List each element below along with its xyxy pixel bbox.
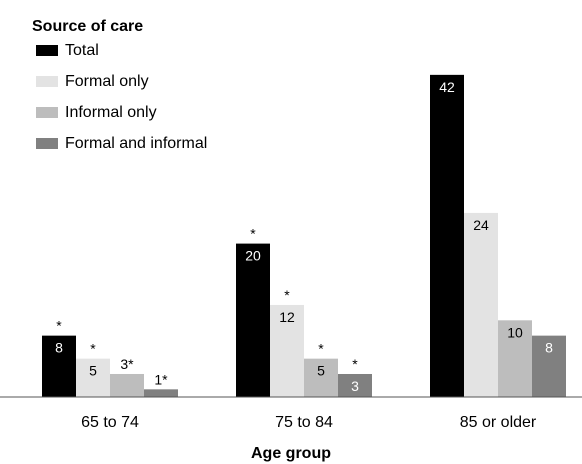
legend-title: Source of care (32, 18, 143, 35)
bar-85-or-older-total (430, 74, 464, 398)
significance-marker-65-to-74-formal-only: * (90, 341, 96, 357)
value-label-65-to-74-formal-only: 5 (89, 363, 97, 379)
value-label-75-to-84-formal-and-informal: 3 (351, 378, 359, 394)
value-label-75-to-84-informal-only: 5 (317, 363, 325, 379)
x-tick-label-65-to-74: 65 to 74 (81, 414, 139, 431)
value-label-65-to-74-informal-only: 3* (120, 356, 134, 372)
value-label-65-to-74-formal-and-informal: 1* (154, 371, 168, 387)
legend-label-total: Total (65, 42, 99, 59)
bar-65-to-74-informal-only (110, 373, 144, 397)
significance-marker-75-to-84-total: * (250, 226, 256, 242)
significance-marker-75-to-84-informal-only: * (318, 341, 324, 357)
bar-65-to-74-formal-only (76, 358, 110, 397)
bar-75-to-84-informal-only (304, 358, 338, 397)
legend-swatch-formal-only (36, 76, 58, 87)
bar-65-to-74-formal-and-informal (144, 389, 178, 397)
x-tick-label-85-or-older: 85 or older (460, 414, 537, 431)
bar-85-or-older-formal-only (464, 212, 498, 397)
value-label-75-to-84-total: 20 (245, 248, 261, 264)
value-label-85-or-older-formal-only: 24 (473, 217, 489, 233)
legend-label-formal-only: Formal only (65, 73, 149, 90)
legend-swatch-formal-and-informal (36, 138, 58, 149)
bar-85-or-older-formal-and-informal (532, 335, 566, 397)
value-label-85-or-older-total: 42 (439, 79, 455, 95)
bar-65-to-74-total (42, 335, 76, 397)
value-label-85-or-older-informal-only: 10 (507, 324, 523, 340)
legend: Source of care Total Formal only Informal … (32, 18, 207, 152)
legend-label-formal-and-informal: Formal and informal (65, 135, 207, 152)
value-label-75-to-84-formal-only: 12 (279, 309, 295, 325)
value-label-85-or-older-formal-and-informal: 8 (545, 340, 553, 356)
legend-label-informal-only: Informal only (65, 104, 157, 121)
x-axis-title: Age group (251, 445, 331, 462)
significance-marker-75-to-84-formal-and-informal: * (352, 356, 358, 372)
x-tick-labels: 65 to 74 75 to 84 85 or older (81, 414, 537, 431)
bar-75-to-84-total (236, 243, 270, 397)
legend-swatch-total (36, 45, 58, 56)
significance-marker-65-to-74-total: * (56, 318, 62, 334)
significance-marker-75-to-84-formal-only: * (284, 287, 290, 303)
x-tick-label-75-to-84: 75 to 84 (275, 414, 333, 431)
bar-75-to-84-formal-and-informal (338, 373, 372, 397)
legend-swatch-informal-only (36, 107, 58, 118)
bar-85-or-older-informal-only (498, 320, 532, 397)
value-label-65-to-74-total: 8 (55, 340, 63, 356)
bar-75-to-84-formal-only (270, 304, 304, 397)
